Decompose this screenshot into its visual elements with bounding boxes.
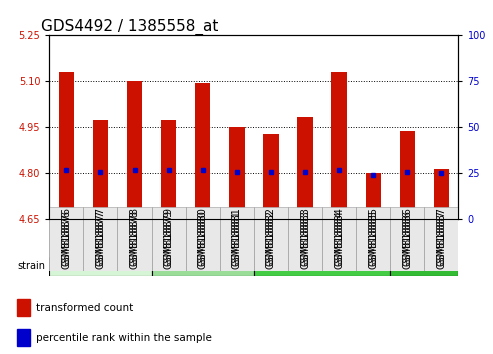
Bar (17, 299, 30, 316)
Bar (254, 207, 288, 271)
Text: FHH.Pkhd1: FHH.Pkhd1 (394, 261, 455, 272)
Bar (220, 207, 254, 271)
Bar (195, 83, 211, 219)
Bar (356, 207, 390, 271)
Bar (366, 172, 381, 219)
Bar (83, 207, 117, 271)
Bar (331, 72, 347, 219)
Bar (161, 120, 176, 219)
Text: SD: SD (195, 261, 211, 272)
Bar (186, 207, 220, 271)
Text: GSM818882: GSM818882 (266, 210, 276, 269)
Text: GSM818885: GSM818885 (368, 210, 378, 269)
Text: GSM818884: GSM818884 (334, 210, 344, 269)
Text: GSM818876: GSM818876 (61, 210, 71, 269)
Text: GSM818876: GSM818876 (61, 207, 71, 266)
Text: FHH: FHH (311, 261, 334, 272)
Bar (322, 207, 356, 271)
Bar (59, 72, 74, 219)
Text: GSM818880: GSM818880 (198, 210, 208, 269)
Text: GSM818886: GSM818886 (402, 207, 412, 266)
Bar (127, 81, 142, 219)
Bar (400, 131, 415, 219)
Text: GSM818879: GSM818879 (164, 210, 174, 269)
Text: GSM818884: GSM818884 (334, 207, 344, 266)
Bar (288, 207, 322, 271)
Text: GSM818877: GSM818877 (96, 207, 106, 266)
Text: GSM818878: GSM818878 (130, 210, 140, 269)
Bar (297, 117, 313, 219)
Text: percentile rank within the sample: percentile rank within the sample (36, 333, 212, 343)
Text: PCK: PCK (90, 261, 111, 272)
Text: strain: strain (18, 261, 46, 272)
Bar (434, 169, 449, 219)
Text: GSM818887: GSM818887 (436, 207, 447, 266)
Bar (424, 207, 458, 271)
Text: GSM818879: GSM818879 (164, 207, 174, 266)
Bar (263, 134, 279, 219)
Text: GSM818882: GSM818882 (266, 207, 276, 266)
Bar (93, 120, 108, 219)
Text: GSM818887: GSM818887 (436, 210, 447, 269)
Text: GSM818883: GSM818883 (300, 210, 310, 269)
Text: GSM818878: GSM818878 (130, 207, 140, 266)
Bar (254, 257, 390, 276)
Text: GSM818886: GSM818886 (402, 210, 412, 269)
Text: GSM818883: GSM818883 (300, 207, 310, 266)
Bar (49, 257, 151, 276)
Bar (390, 207, 424, 271)
Text: GSM818881: GSM818881 (232, 210, 242, 269)
Bar (151, 257, 254, 276)
Bar (117, 207, 151, 271)
Text: GSM818885: GSM818885 (368, 207, 378, 266)
Text: transformed count: transformed count (36, 303, 133, 313)
Text: GSM818881: GSM818881 (232, 207, 242, 266)
Text: GDS4492 / 1385558_at: GDS4492 / 1385558_at (41, 19, 218, 35)
Bar (229, 127, 245, 219)
Bar (390, 257, 458, 276)
Bar (17, 329, 30, 346)
Text: GSM818880: GSM818880 (198, 207, 208, 266)
Bar (151, 207, 186, 271)
Text: GSM818877: GSM818877 (96, 210, 106, 269)
Bar (49, 207, 83, 271)
